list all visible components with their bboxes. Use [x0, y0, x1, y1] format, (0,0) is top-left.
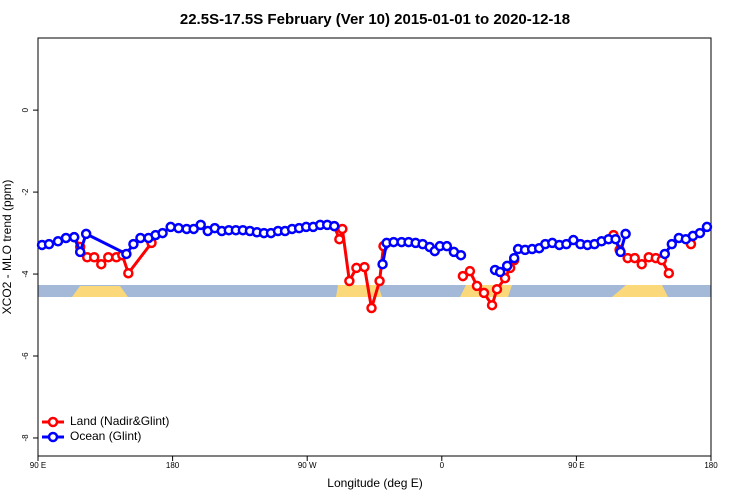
data-point: [337, 223, 348, 235]
data-point: [694, 227, 706, 239]
data-point: [464, 265, 476, 277]
y-tick-label: 0: [21, 107, 30, 112]
data-point: [96, 258, 107, 270]
data-point: [329, 220, 340, 232]
data-point: [351, 262, 362, 274]
data-point: [103, 251, 114, 263]
plot-frame: [37, 37, 712, 457]
data-point: [173, 222, 184, 234]
legend-marker: [47, 416, 59, 428]
data-point: [457, 270, 469, 282]
data-point: [123, 267, 134, 279]
x-tick-label: 180: [166, 461, 180, 470]
data-point: [359, 261, 370, 273]
data-point: [610, 233, 621, 245]
data-point: [501, 260, 513, 272]
y-tick-label: -2: [21, 188, 30, 196]
data-point: [74, 246, 86, 258]
data-point: [80, 228, 92, 240]
data-point: [128, 238, 139, 250]
y-tick-label: -4: [21, 270, 30, 278]
data-point: [471, 280, 483, 292]
y-tick-label: -8: [21, 434, 30, 442]
data-point: [68, 231, 80, 243]
x-axis-label: Longitude (deg E): [327, 476, 422, 490]
x-tick-label: 180: [704, 461, 718, 470]
data-point: [344, 275, 355, 287]
data-point: [491, 283, 503, 295]
data-point: [478, 287, 490, 299]
data-point: [494, 266, 506, 278]
data-point: [377, 258, 388, 270]
legend-marker: [47, 431, 59, 443]
land-patch: [72, 286, 128, 297]
data-point: [455, 249, 467, 261]
data-point: [334, 233, 345, 245]
chart-title: 22.5S-17.5S February (Ver 10) 2015-01-01…: [180, 11, 570, 28]
data-point: [701, 221, 713, 233]
data-point: [165, 221, 176, 233]
data-point: [195, 219, 206, 231]
data-point: [629, 252, 640, 264]
x-tick-label: 90 W: [298, 461, 317, 470]
data-point: [374, 275, 385, 287]
x-tick-label: 0: [440, 461, 445, 470]
data-point: [121, 248, 132, 260]
data-point: [88, 251, 100, 263]
data-point: [508, 252, 520, 264]
data-point: [620, 228, 631, 240]
legend-label: Ocean (Glint): [70, 429, 141, 443]
data-point: [663, 267, 675, 279]
data-point: [666, 238, 678, 250]
data-point: [60, 232, 72, 244]
data-point: [135, 232, 146, 244]
legend-label: Land (Nadir&Glint): [70, 414, 169, 428]
data-point: [43, 238, 55, 250]
data-point: [157, 227, 168, 239]
data-point: [636, 258, 648, 270]
data-point: [486, 299, 498, 311]
y-axis-label: XCO2 - MLO trend (ppm): [0, 180, 14, 315]
x-tick-label: 90 E: [568, 461, 584, 470]
land-patch: [612, 285, 668, 297]
data-point: [615, 246, 626, 258]
data-point: [441, 240, 453, 252]
y-tick-label: -6: [21, 352, 30, 360]
data-point: [366, 302, 377, 314]
data-point: [659, 248, 671, 260]
x-tick-label: 90 E: [30, 461, 46, 470]
